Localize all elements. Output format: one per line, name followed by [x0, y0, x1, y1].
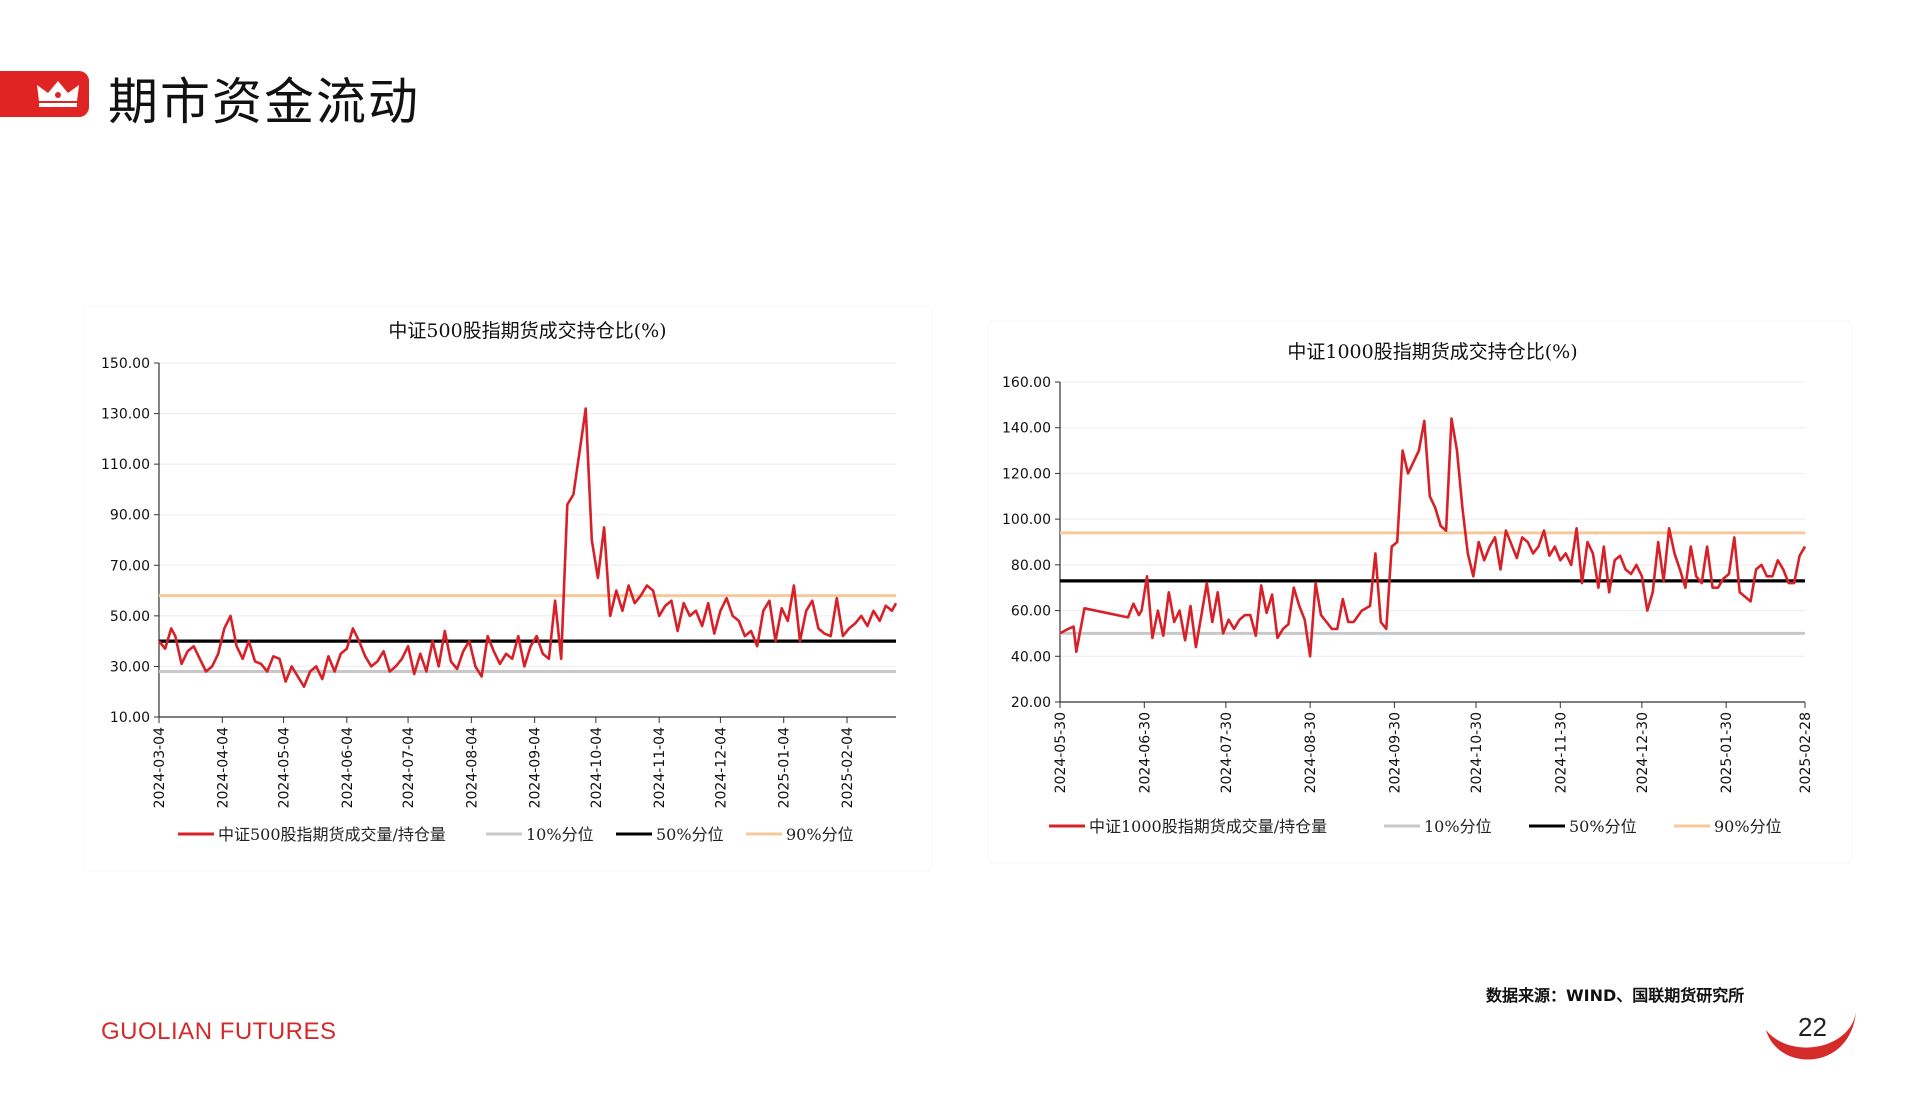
- chart-csi500: 中证500股指期货成交持仓比(%) 10.00 30.00 50.00 70.00 90.…: [86, 307, 931, 870]
- x-tick-label: 2024-09-04: [528, 727, 544, 808]
- y-tick-label: 80.00: [1011, 558, 1051, 574]
- x-tick-label: 2024-03-04: [152, 727, 168, 808]
- header-tab: [0, 71, 89, 117]
- chart-title: 中证1000股指期货成交持仓比(%): [1287, 341, 1577, 363]
- y-tick-label: 20.00: [1011, 695, 1051, 711]
- x-tick-label: 2024-04-04: [215, 727, 231, 808]
- x-tick-label: 2024-07-04: [401, 727, 417, 808]
- y-tick-label: 40.00: [1011, 649, 1051, 665]
- x-tick-label: 2024-11-04: [652, 727, 668, 808]
- legend-label: 10%分位: [1424, 817, 1492, 836]
- x-tick-label: 2025-02-04: [840, 727, 856, 808]
- series-line: [1059, 417, 1807, 658]
- x-tick-label: 2024-10-30: [1469, 712, 1485, 793]
- legend-label: 10%分位: [526, 825, 594, 844]
- y-tick-label: 100.00: [1002, 512, 1051, 528]
- y-tick-label: 30.00: [110, 659, 150, 675]
- y-tick-label: 60.00: [1011, 604, 1051, 620]
- x-tick-label: 2025-02-28: [1798, 712, 1814, 793]
- y-tick-label: 70.00: [110, 558, 150, 574]
- legend-label: 90%分位: [1714, 817, 1782, 836]
- y-tick-label: 110.00: [101, 457, 150, 473]
- y-tick-label: 160.00: [1002, 375, 1051, 391]
- legend-label: 中证1000股指期货成交量/持仓量: [1089, 817, 1327, 836]
- chart-csi1000: 中证1000股指期货成交持仓比(%) 20.00 40.00 60.00 80.00 10…: [989, 322, 1851, 862]
- x-tick-label: 2024-05-04: [277, 727, 293, 808]
- x-tick-label: 2024-08-30: [1303, 712, 1319, 793]
- brand-logo-text: GUOLIAN FUTURES: [101, 1018, 337, 1045]
- y-tick-label: 130.00: [101, 407, 150, 423]
- x-tick-label: 2025-01-30: [1719, 712, 1735, 793]
- chart-title: 中证500股指期货成交持仓比(%): [388, 320, 666, 342]
- y-tick-label: 90.00: [110, 508, 150, 524]
- page-swoosh-icon: [1766, 1012, 1856, 1060]
- legend-label: 50%分位: [1569, 817, 1637, 836]
- series-line: [157, 407, 898, 689]
- page-number: 22: [1798, 1012, 1827, 1042]
- chart-csi1000-svg: 中证1000股指期货成交持仓比(%) 20.00 40.00 60.00 80.00 10…: [1002, 341, 1814, 836]
- x-tick-label: 2024-08-04: [464, 727, 480, 808]
- y-tick-label: 140.00: [1002, 421, 1051, 437]
- x-tick-label: 2024-10-04: [589, 727, 605, 808]
- data-source-note: 数据来源：WIND、国联期货研究所: [1486, 986, 1745, 1005]
- x-tick-label: 2024-12-30: [1635, 712, 1651, 793]
- x-tick-label: 2024-09-30: [1387, 712, 1403, 793]
- x-tick-label: 2024-07-30: [1219, 712, 1235, 793]
- x-tick-label: 2024-05-30: [1053, 712, 1069, 793]
- legend-label: 中证500股指期货成交量/持仓量: [218, 825, 446, 844]
- chart-csi500-svg: 中证500股指期货成交持仓比(%) 10.00 30.00 50.00 70.00 90.…: [101, 320, 898, 844]
- y-tick-label: 10.00: [110, 710, 150, 726]
- x-tick-label: 2024-12-04: [713, 727, 729, 808]
- x-tick-label: 2025-01-04: [777, 727, 793, 808]
- x-tick-label: 2024-11-30: [1553, 712, 1569, 793]
- x-tick-label: 2024-06-30: [1137, 712, 1153, 793]
- page-title: 期市资金流动: [108, 73, 420, 131]
- x-tick-label: 2024-06-04: [340, 727, 356, 808]
- y-tick-label: 120.00: [1002, 466, 1051, 482]
- crown-icon: [37, 81, 79, 107]
- legend-label: 50%分位: [656, 825, 724, 844]
- legend-label: 90%分位: [786, 825, 854, 844]
- y-tick-label: 150.00: [101, 356, 150, 372]
- y-tick-label: 50.00: [110, 609, 150, 625]
